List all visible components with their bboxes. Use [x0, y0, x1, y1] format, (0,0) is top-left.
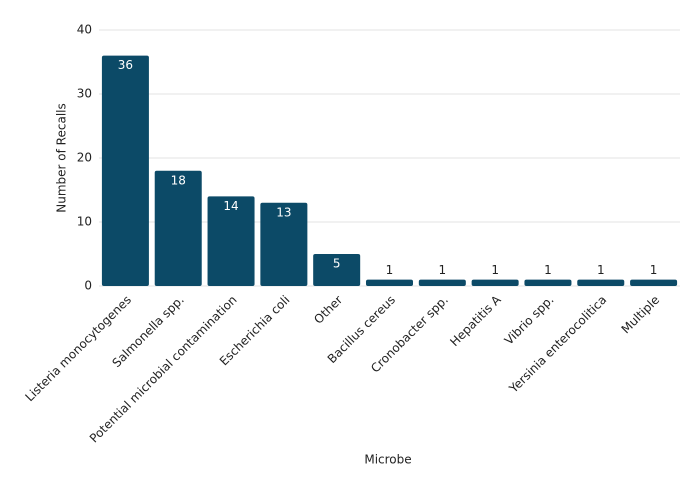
y-tick-label: 40 [77, 23, 92, 37]
x-tick-label: Vibrio spp. [502, 293, 557, 348]
bar [630, 279, 678, 286]
bar [260, 202, 308, 286]
value-label: 36 [118, 58, 133, 72]
x-tick-label: Listeria monocytogenes [22, 293, 134, 405]
bar [577, 279, 625, 286]
value-label: 1 [597, 263, 605, 277]
y-axis-label: Number of Recalls [55, 103, 69, 212]
x-axis-label: Microbe [364, 453, 411, 467]
y-tick-label: 20 [77, 151, 92, 165]
x-tick-label: Yersinia enterocolitica [506, 293, 610, 397]
y-tick-label: 0 [84, 279, 92, 293]
value-label: 1 [386, 263, 394, 277]
x-tick-label: Hepatitis A [447, 292, 504, 349]
value-label: 5 [333, 257, 341, 271]
bar [471, 279, 519, 286]
bar [313, 254, 361, 286]
value-label: 1 [544, 263, 552, 277]
bar [154, 170, 202, 286]
x-tick-label: Multiple [619, 293, 663, 337]
value-label: 1 [650, 263, 658, 277]
y-tick-label: 10 [77, 215, 92, 229]
value-label: 1 [491, 263, 499, 277]
bar [365, 279, 414, 286]
bar [101, 55, 149, 286]
bar [418, 279, 466, 286]
value-label: 1 [438, 263, 446, 277]
value-label: 14 [223, 199, 238, 213]
bar [524, 279, 572, 286]
x-tick-label: Other [311, 293, 345, 327]
value-label: 18 [171, 173, 186, 187]
bar [207, 196, 255, 286]
y-tick-label: 30 [77, 87, 92, 101]
value-label: 13 [276, 205, 291, 219]
